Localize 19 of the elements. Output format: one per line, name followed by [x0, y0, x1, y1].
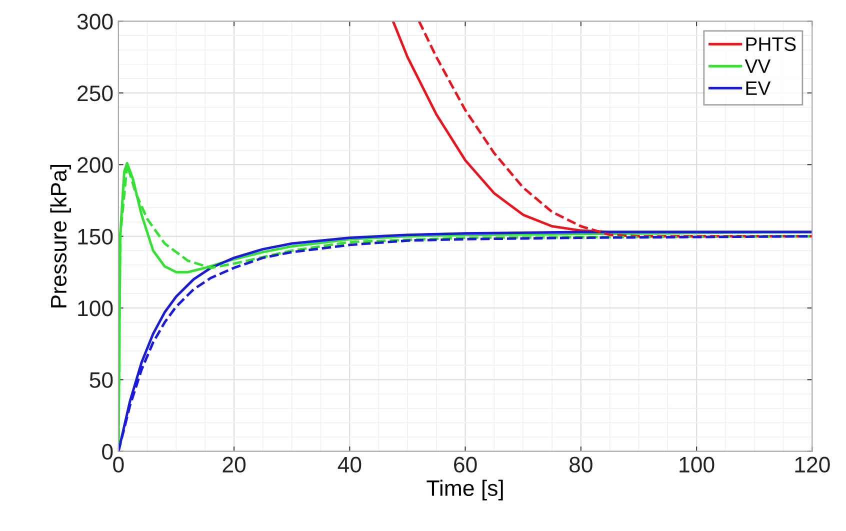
x-tick-label: 100	[680, 456, 714, 473]
y-tick-label: 200	[78, 157, 113, 173]
y-tick-label: 300	[77, 14, 113, 30]
y-tick-label: 0	[102, 444, 113, 460]
legend-label: EV	[746, 82, 771, 95]
x-tick-label: 60	[454, 456, 477, 473]
y-tick-label: 50	[90, 372, 113, 388]
x-tick-label: 0	[113, 456, 124, 473]
legend-label: PHTS	[746, 37, 796, 52]
x-tick-label: 80	[570, 456, 592, 473]
y-axis-title: Pressure [kPa]	[50, 165, 71, 308]
y-tick-label: 250	[78, 85, 113, 102]
x-tick-label: 20	[222, 456, 246, 473]
legend-label: VV	[744, 60, 771, 73]
x-tick-label: 120	[795, 456, 830, 473]
y-tick-label: 150	[78, 228, 113, 245]
y-tick-label: 100	[78, 300, 113, 316]
x-axis-title: Time [s]	[426, 480, 503, 500]
x-tick-label: 40	[338, 456, 362, 473]
